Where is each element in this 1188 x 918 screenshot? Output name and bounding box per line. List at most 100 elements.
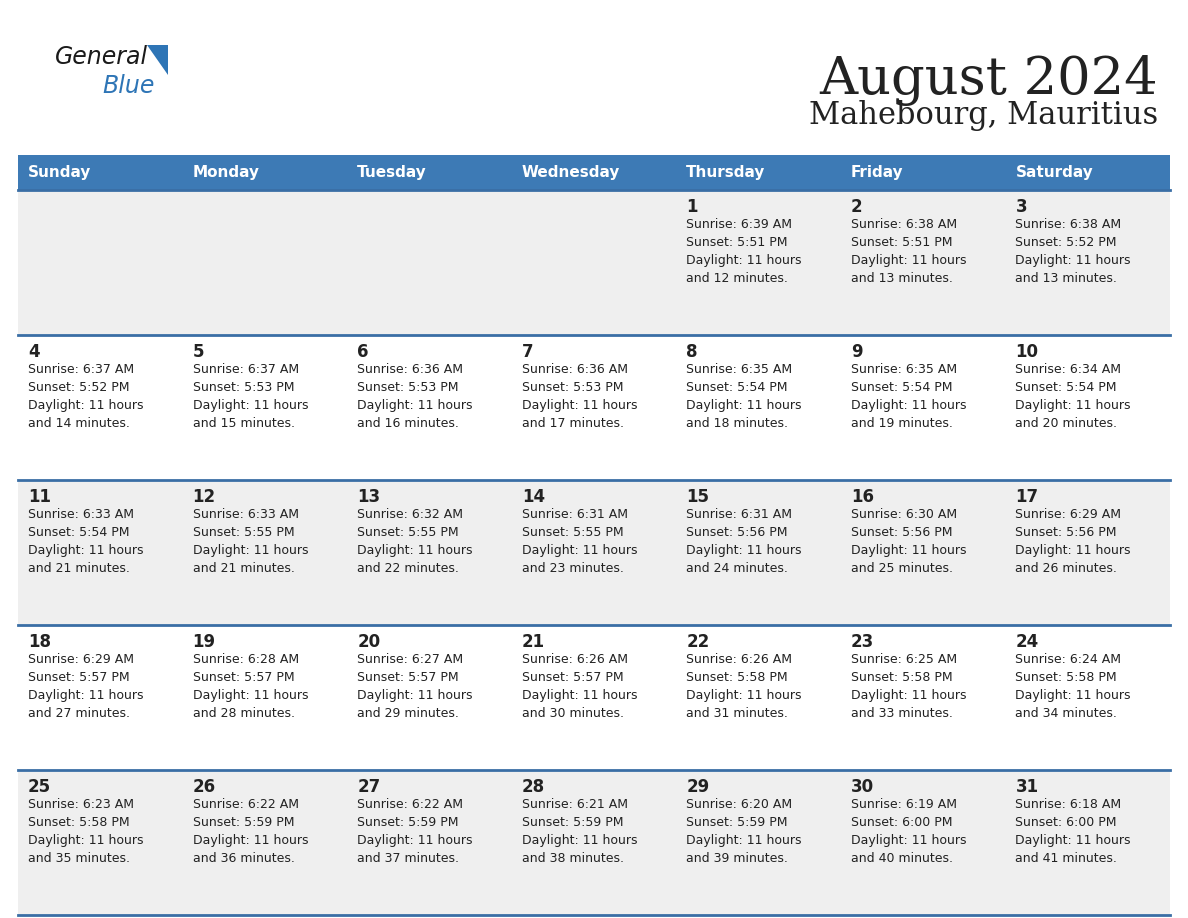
Text: and 35 minutes.: and 35 minutes. bbox=[29, 852, 129, 865]
Text: and 13 minutes.: and 13 minutes. bbox=[1016, 272, 1117, 285]
Text: Sunset: 5:53 PM: Sunset: 5:53 PM bbox=[522, 381, 624, 394]
Bar bbox=[1005, 770, 1170, 915]
Text: Sunset: 5:57 PM: Sunset: 5:57 PM bbox=[192, 671, 295, 684]
Bar bbox=[1005, 190, 1170, 335]
Text: Sunset: 5:54 PM: Sunset: 5:54 PM bbox=[1016, 381, 1117, 394]
Text: and 21 minutes.: and 21 minutes. bbox=[192, 562, 295, 575]
Text: 16: 16 bbox=[851, 488, 874, 506]
Text: Sunrise: 6:38 AM: Sunrise: 6:38 AM bbox=[851, 218, 958, 231]
Text: and 34 minutes.: and 34 minutes. bbox=[1016, 707, 1117, 720]
Bar bbox=[512, 480, 676, 625]
Text: 5: 5 bbox=[192, 343, 204, 361]
Text: Sunrise: 6:19 AM: Sunrise: 6:19 AM bbox=[851, 798, 956, 811]
Text: Sunset: 5:54 PM: Sunset: 5:54 PM bbox=[29, 526, 129, 539]
Text: Sunset: 5:58 PM: Sunset: 5:58 PM bbox=[1016, 671, 1117, 684]
Text: Daylight: 11 hours: Daylight: 11 hours bbox=[687, 254, 802, 267]
Text: Sunset: 5:56 PM: Sunset: 5:56 PM bbox=[687, 526, 788, 539]
Bar bbox=[841, 155, 1005, 190]
Text: Daylight: 11 hours: Daylight: 11 hours bbox=[192, 399, 308, 412]
Text: and 31 minutes.: and 31 minutes. bbox=[687, 707, 788, 720]
Text: 29: 29 bbox=[687, 778, 709, 796]
Text: Blue: Blue bbox=[102, 74, 154, 98]
Text: and 29 minutes.: and 29 minutes. bbox=[358, 707, 459, 720]
Text: Sunrise: 6:39 AM: Sunrise: 6:39 AM bbox=[687, 218, 792, 231]
Bar bbox=[1005, 625, 1170, 770]
Text: 2: 2 bbox=[851, 198, 862, 216]
Text: Sunrise: 6:35 AM: Sunrise: 6:35 AM bbox=[851, 363, 958, 376]
Text: 28: 28 bbox=[522, 778, 545, 796]
Text: and 17 minutes.: and 17 minutes. bbox=[522, 417, 624, 430]
Text: 17: 17 bbox=[1016, 488, 1038, 506]
Text: Sunset: 5:58 PM: Sunset: 5:58 PM bbox=[29, 816, 129, 829]
Bar bbox=[841, 770, 1005, 915]
Text: Sunrise: 6:29 AM: Sunrise: 6:29 AM bbox=[29, 653, 134, 666]
Text: and 37 minutes.: and 37 minutes. bbox=[358, 852, 459, 865]
Text: 13: 13 bbox=[358, 488, 380, 506]
Text: Daylight: 11 hours: Daylight: 11 hours bbox=[1016, 399, 1131, 412]
Text: Sunrise: 6:20 AM: Sunrise: 6:20 AM bbox=[687, 798, 792, 811]
Text: 25: 25 bbox=[29, 778, 51, 796]
Text: Sunrise: 6:37 AM: Sunrise: 6:37 AM bbox=[192, 363, 298, 376]
Text: Daylight: 11 hours: Daylight: 11 hours bbox=[1016, 544, 1131, 557]
Bar bbox=[676, 155, 841, 190]
Text: Sunset: 5:59 PM: Sunset: 5:59 PM bbox=[687, 816, 788, 829]
Text: 12: 12 bbox=[192, 488, 216, 506]
Text: Sunrise: 6:22 AM: Sunrise: 6:22 AM bbox=[358, 798, 463, 811]
Text: 24: 24 bbox=[1016, 633, 1038, 651]
Text: Sunrise: 6:24 AM: Sunrise: 6:24 AM bbox=[1016, 653, 1121, 666]
Text: Daylight: 11 hours: Daylight: 11 hours bbox=[1016, 254, 1131, 267]
Text: Sunrise: 6:27 AM: Sunrise: 6:27 AM bbox=[358, 653, 463, 666]
Bar bbox=[18, 625, 183, 770]
Text: Sunset: 5:54 PM: Sunset: 5:54 PM bbox=[687, 381, 788, 394]
Text: Daylight: 11 hours: Daylight: 11 hours bbox=[192, 689, 308, 702]
Text: and 26 minutes.: and 26 minutes. bbox=[1016, 562, 1117, 575]
Text: Daylight: 11 hours: Daylight: 11 hours bbox=[522, 834, 637, 847]
Bar bbox=[18, 480, 183, 625]
Text: and 20 minutes.: and 20 minutes. bbox=[1016, 417, 1118, 430]
Text: 18: 18 bbox=[29, 633, 51, 651]
Text: Daylight: 11 hours: Daylight: 11 hours bbox=[851, 399, 966, 412]
Text: 27: 27 bbox=[358, 778, 380, 796]
Bar bbox=[512, 155, 676, 190]
Text: Sunrise: 6:33 AM: Sunrise: 6:33 AM bbox=[29, 508, 134, 521]
Text: Daylight: 11 hours: Daylight: 11 hours bbox=[29, 399, 144, 412]
Text: Sunset: 5:57 PM: Sunset: 5:57 PM bbox=[358, 671, 459, 684]
Text: 15: 15 bbox=[687, 488, 709, 506]
Bar bbox=[18, 155, 183, 190]
Text: 8: 8 bbox=[687, 343, 697, 361]
Text: 6: 6 bbox=[358, 343, 368, 361]
Text: Daylight: 11 hours: Daylight: 11 hours bbox=[687, 834, 802, 847]
Text: and 30 minutes.: and 30 minutes. bbox=[522, 707, 624, 720]
Text: 11: 11 bbox=[29, 488, 51, 506]
Text: Sunrise: 6:26 AM: Sunrise: 6:26 AM bbox=[522, 653, 627, 666]
Bar bbox=[841, 625, 1005, 770]
Text: and 24 minutes.: and 24 minutes. bbox=[687, 562, 788, 575]
Text: and 33 minutes.: and 33 minutes. bbox=[851, 707, 953, 720]
Text: Sunset: 6:00 PM: Sunset: 6:00 PM bbox=[851, 816, 953, 829]
Text: and 13 minutes.: and 13 minutes. bbox=[851, 272, 953, 285]
Text: and 41 minutes.: and 41 minutes. bbox=[1016, 852, 1117, 865]
Text: Sunset: 5:57 PM: Sunset: 5:57 PM bbox=[29, 671, 129, 684]
Bar bbox=[183, 190, 347, 335]
Text: Sunset: 5:55 PM: Sunset: 5:55 PM bbox=[522, 526, 624, 539]
Text: Daylight: 11 hours: Daylight: 11 hours bbox=[192, 834, 308, 847]
Text: 20: 20 bbox=[358, 633, 380, 651]
Bar bbox=[512, 770, 676, 915]
Text: Sunset: 6:00 PM: Sunset: 6:00 PM bbox=[1016, 816, 1117, 829]
Text: and 40 minutes.: and 40 minutes. bbox=[851, 852, 953, 865]
Text: 19: 19 bbox=[192, 633, 216, 651]
Text: Sunrise: 6:23 AM: Sunrise: 6:23 AM bbox=[29, 798, 134, 811]
Text: Daylight: 11 hours: Daylight: 11 hours bbox=[687, 399, 802, 412]
Text: and 39 minutes.: and 39 minutes. bbox=[687, 852, 788, 865]
Text: Tuesday: Tuesday bbox=[358, 165, 426, 180]
Bar bbox=[676, 190, 841, 335]
Text: Sunrise: 6:18 AM: Sunrise: 6:18 AM bbox=[1016, 798, 1121, 811]
Text: Sunrise: 6:22 AM: Sunrise: 6:22 AM bbox=[192, 798, 298, 811]
Bar bbox=[1005, 480, 1170, 625]
Text: Daylight: 11 hours: Daylight: 11 hours bbox=[358, 399, 473, 412]
Bar bbox=[183, 770, 347, 915]
Text: Sunrise: 6:31 AM: Sunrise: 6:31 AM bbox=[687, 508, 792, 521]
Text: Sunset: 5:59 PM: Sunset: 5:59 PM bbox=[192, 816, 295, 829]
Bar bbox=[676, 770, 841, 915]
Text: Sunrise: 6:36 AM: Sunrise: 6:36 AM bbox=[358, 363, 463, 376]
